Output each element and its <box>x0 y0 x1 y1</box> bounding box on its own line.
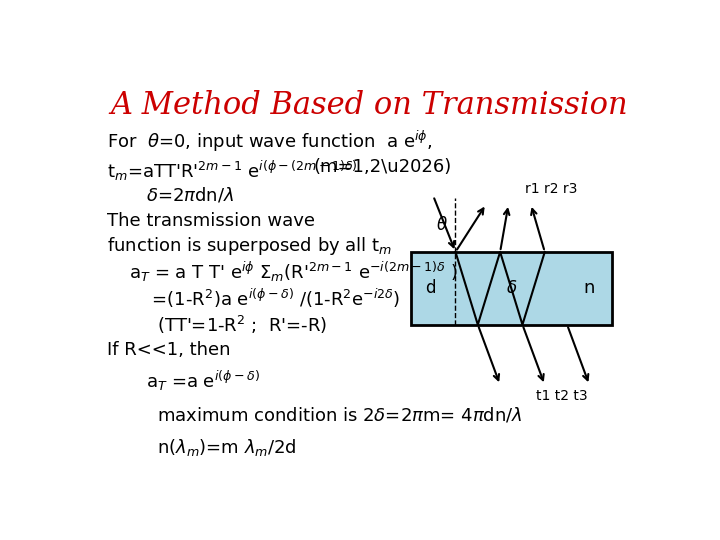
Text: n: n <box>584 279 595 298</box>
Text: d: d <box>425 279 436 298</box>
Text: (m=1,2\u2026): (m=1,2\u2026) <box>313 158 451 177</box>
Text: a$_T$ = a T T' e$^{i\phi}$ $\Sigma_m$(R'$^{2m-1}$ e$^{-i(2m-1)\delta}$ ): a$_T$ = a T T' e$^{i\phi}$ $\Sigma_m$(R'… <box>129 260 458 285</box>
Text: t1 t2 t3: t1 t2 t3 <box>536 389 588 403</box>
Bar <box>411 252 612 325</box>
Text: t$_m$=aTT'R'$^{2m-1}$ e$^{i(\phi-(2m-1)\delta)}$: t$_m$=aTT'R'$^{2m-1}$ e$^{i(\phi-(2m-1)\… <box>107 158 358 183</box>
Text: =(1-R$^2$)a e$^{i(\phi-\delta)}$ /(1-R$^2$e$^{-i2\delta}$): =(1-R$^2$)a e$^{i(\phi-\delta)}$ /(1-R$^… <box>129 287 400 310</box>
Text: $\delta$=2$\pi$dn/$\lambda$: $\delta$=2$\pi$dn/$\lambda$ <box>145 185 234 204</box>
Text: n($\lambda_m$)=m $\lambda_m$/2d: n($\lambda_m$)=m $\lambda_m$/2d <box>157 437 296 458</box>
Text: $\theta$: $\theta$ <box>436 216 447 234</box>
Text: (TT'=1-R$^2$ ;  R'=-R): (TT'=1-R$^2$ ; R'=-R) <box>157 314 328 336</box>
Text: If R<<1, then: If R<<1, then <box>107 341 230 359</box>
Text: a$_T$ =a e$^{i(\phi-\delta)}$: a$_T$ =a e$^{i(\phi-\delta)}$ <box>145 368 260 393</box>
Text: maximum condition is 2$\delta$=2$\pi$m= 4$\pi$dn/$\lambda$: maximum condition is 2$\delta$=2$\pi$m= … <box>157 406 523 425</box>
Text: $\delta$: $\delta$ <box>505 279 517 298</box>
Text: For  $\theta$=0, input wave function  a e$^{i\phi}$,: For $\theta$=0, input wave function a e$… <box>107 129 433 154</box>
Text: A Method Based on Transmission: A Method Based on Transmission <box>110 90 628 121</box>
Text: The transmission wave: The transmission wave <box>107 212 315 231</box>
Text: r1 r2 r3: r1 r2 r3 <box>526 182 577 196</box>
Text: function is superposed by all t$_m$: function is superposed by all t$_m$ <box>107 235 392 257</box>
